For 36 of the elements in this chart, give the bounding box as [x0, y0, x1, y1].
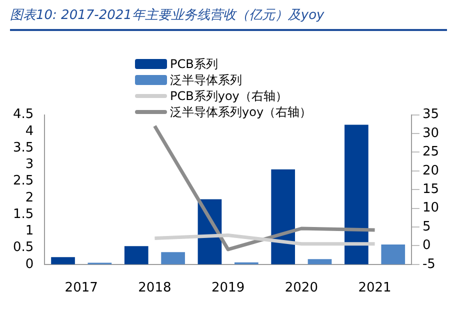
x-tick-label: 2019 — [212, 280, 245, 296]
legend-label: PCB系列 — [170, 56, 218, 72]
y-tick-label: 3 — [25, 157, 34, 172]
x-tick-label: 2018 — [138, 280, 172, 296]
y2-tick-label: 10 — [422, 200, 440, 216]
y-tick-label: 0.5 — [12, 240, 34, 256]
bar — [271, 169, 296, 264]
y2-tick-label: 25 — [422, 144, 440, 160]
x-tick-label: 2020 — [284, 280, 318, 296]
y-tick-label: 2 — [25, 190, 34, 206]
bar — [124, 246, 148, 264]
y2-tick-label: 35 — [422, 107, 440, 122]
legend-label: 泛半导体系列 — [170, 72, 242, 88]
bar — [161, 252, 185, 264]
y2-tick-label: 0 — [422, 238, 431, 254]
y-tick-label: 4 — [25, 124, 34, 139]
y-tick-label: 0 — [25, 256, 34, 272]
y-tick-label: 4.5 — [12, 107, 34, 122]
y-tick-label: 1 — [25, 224, 34, 239]
bar — [308, 259, 332, 264]
y2-tick-label: -5 — [422, 256, 436, 272]
y2-tick-label: 30 — [422, 126, 440, 141]
bar — [344, 124, 368, 264]
y2-tick-label: 5 — [422, 219, 431, 234]
y-tick-label: 1.5 — [12, 206, 34, 222]
chart-title: 图表10: 2017-2021年主要业务线营收（亿元）及yoy — [10, 3, 447, 31]
x-tick-label: 2017 — [64, 280, 98, 296]
bar — [51, 257, 75, 264]
y2-tick-label: 15 — [422, 182, 440, 197]
x-tick-label: 2021 — [358, 280, 392, 296]
y-tick-label: 3.5 — [12, 140, 34, 156]
y-tick-label: 2.5 — [12, 174, 34, 189]
y2-tick-label: 20 — [422, 163, 440, 178]
legend-label: 泛半导体系列yoy（右轴） — [170, 104, 312, 120]
legend-label: PCB系列yoy（右轴） — [170, 88, 288, 104]
bar — [381, 244, 406, 264]
